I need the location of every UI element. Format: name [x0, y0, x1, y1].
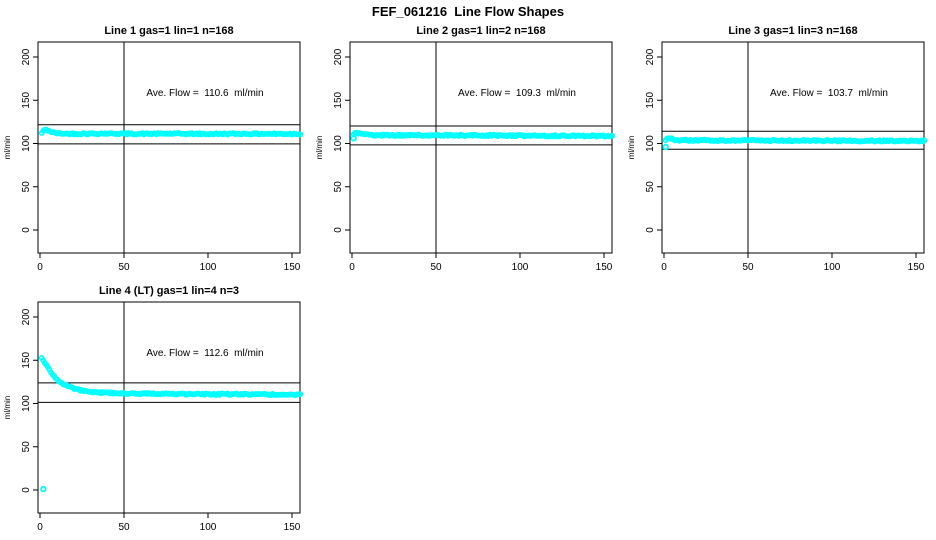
x-tick-label: 100: [824, 262, 841, 273]
plot-area-line-3: 0 50 100 150 0 50 100 150 200 ml/min: [627, 41, 928, 273]
y-axis-label: ml/min: [627, 136, 636, 160]
y-axis-label: ml/min: [315, 136, 324, 160]
y-tick-label: 200: [645, 48, 656, 65]
y-tick-label: 150: [645, 91, 656, 108]
y-tick-label: 50: [333, 181, 344, 193]
panel-title-line-1: Line 1 gas=1 lin=1 n=168: [104, 25, 234, 37]
plot-box: [37, 301, 301, 514]
outlier-data-point: [40, 485, 47, 493]
x-tick-label: 100: [200, 522, 217, 533]
y-tick-label: 200: [333, 48, 344, 65]
y-tick-label: 0: [333, 227, 344, 233]
y-tick-label: 100: [333, 135, 344, 152]
x-tick-label: 50: [118, 522, 130, 533]
y-tick-label: 150: [21, 351, 32, 368]
x-tick-label: 0: [37, 262, 43, 273]
plot-box: [37, 41, 301, 254]
avg-flow-annotation-line-3: Ave. Flow = 103.7 ml/min: [770, 88, 888, 99]
x-tick-label: 150: [284, 522, 301, 533]
plot-area-line-2: 0 50 100 150 0 50 100 150 200 ml/min: [315, 41, 616, 273]
x-tick-label: 150: [284, 262, 301, 273]
panel-line-4: Line 4 (LT) gas=1 lin=4 n=3 Ave. Flow = …: [0, 280, 312, 540]
outlier-data-point: [350, 135, 357, 142]
y-tick-label: 100: [645, 135, 656, 152]
plot-box: [661, 41, 925, 254]
y-tick-label: 0: [21, 487, 32, 493]
y-tick-label: 200: [21, 308, 32, 325]
panel-title-line-2: Line 2 gas=1 lin=2 n=168: [416, 25, 546, 37]
x-tick-label: 150: [908, 262, 925, 273]
data-point: [609, 133, 616, 139]
plot-area-line-4: 0 50 100 150 0 50 100 150 200 ml/min: [3, 301, 304, 533]
panel-line-1: Line 1 gas=1 lin=1 n=168 Ave. Flow = 110…: [0, 20, 312, 280]
y-tick-label: 50: [21, 441, 32, 453]
data-point: [297, 131, 304, 138]
y-tick-label: 0: [645, 227, 656, 233]
y-tick-label: 0: [21, 227, 32, 233]
panel-title-line-3: Line 3 gas=1 lin=3 n=168: [728, 25, 858, 37]
data-point: [297, 391, 304, 398]
outlier-data-point: [662, 143, 669, 151]
x-tick-label: 100: [512, 262, 529, 273]
x-tick-label: 150: [596, 262, 613, 273]
y-tick-label: 200: [21, 48, 32, 65]
x-tick-label: 100: [200, 262, 217, 273]
plot-box: [349, 41, 613, 254]
y-tick-label: 50: [645, 181, 656, 193]
y-tick-label: 50: [21, 181, 32, 193]
panel-line-2: Line 2 gas=1 lin=2 n=168 Ave. Flow = 109…: [312, 20, 624, 280]
x-tick-label: 50: [118, 262, 130, 273]
y-tick-label: 150: [21, 91, 32, 108]
x-tick-label: 0: [349, 262, 355, 273]
y-tick-label: 100: [21, 135, 32, 152]
y-tick-label: 150: [333, 91, 344, 108]
plot-area-line-1: 0 50 100 150 0 50 100 150 200 ml/min: [3, 41, 304, 273]
x-tick-label: 0: [661, 262, 667, 273]
panel-title-line-4: Line 4 (LT) gas=1 lin=4 n=3: [98, 285, 240, 297]
data-point: [921, 137, 928, 144]
avg-flow-annotation-line-4: Ave. Flow = 112.6 ml/min: [146, 348, 264, 359]
y-axis-label: ml/min: [3, 136, 12, 160]
y-axis-label: ml/min: [3, 396, 12, 420]
main-title: FEF_061216 Line Flow Shapes: [371, 4, 565, 19]
x-tick-label: 50: [742, 262, 754, 273]
panel-line-3: Line 3 gas=1 lin=3 n=168 Ave. Flow = 103…: [624, 20, 936, 280]
x-tick-label: 50: [430, 262, 442, 273]
avg-flow-annotation-line-1: Ave. Flow = 110.6 ml/min: [146, 88, 264, 99]
y-tick-label: 100: [21, 395, 32, 412]
avg-flow-annotation-line-2: Ave. Flow = 109.3 ml/min: [458, 88, 576, 99]
x-tick-label: 0: [37, 522, 43, 533]
